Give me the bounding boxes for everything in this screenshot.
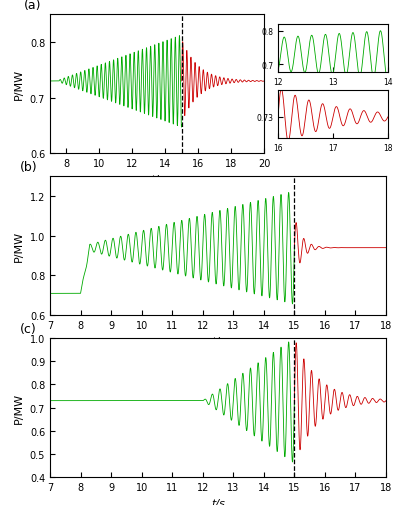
Text: (b): (b) (20, 161, 37, 174)
X-axis label: t/s: t/s (211, 336, 225, 346)
Y-axis label: P/MW: P/MW (14, 392, 24, 423)
X-axis label: t/s: t/s (150, 174, 164, 184)
Y-axis label: P/MW: P/MW (14, 231, 24, 262)
Text: (a): (a) (24, 0, 42, 12)
Text: (c): (c) (20, 323, 36, 335)
Y-axis label: P/MW: P/MW (14, 69, 24, 100)
X-axis label: t/s: t/s (211, 497, 225, 505)
